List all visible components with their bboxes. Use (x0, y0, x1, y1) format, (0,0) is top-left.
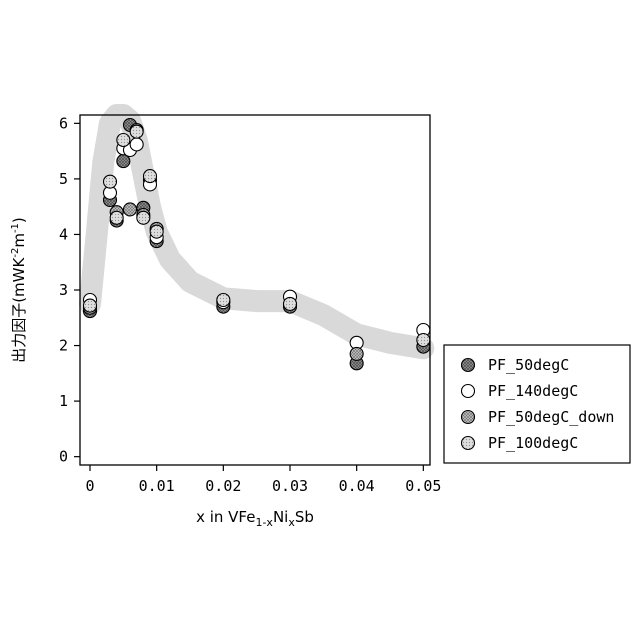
legend-label: PF_50degC_down (488, 408, 614, 426)
y-axis: 0 1 2 3 4 5 6 (59, 114, 80, 465)
data-point (110, 211, 123, 224)
data-point (124, 203, 137, 216)
data-point (350, 347, 363, 360)
data-point (217, 294, 230, 307)
y-tick-label: 0 (59, 448, 68, 466)
data-point (284, 297, 297, 310)
y-tick-label: 5 (59, 170, 68, 188)
x-tick-label: 0.05 (405, 477, 441, 495)
data-point (84, 299, 97, 312)
y-tick-label: 2 (59, 337, 68, 355)
x-tick-label: 0.01 (139, 477, 175, 495)
y-tick-label: 1 (59, 392, 68, 410)
legend-marker (462, 411, 475, 424)
y-tick-label: 3 (59, 281, 68, 299)
legend-label: PF_140degC (488, 382, 578, 400)
legend: PF_50degC PF_140degC PF_50degC_down PF_100d… (444, 345, 630, 463)
data-point (117, 134, 130, 147)
x-axis-title: x in VFe1-xNixSb (196, 508, 314, 529)
x-tick-label: 0.02 (205, 477, 241, 495)
legend-marker (462, 437, 475, 450)
y-axis-title: 出力因子(mWK-2m-1) (10, 217, 28, 363)
y-tick-label: 4 (59, 225, 68, 243)
data-point (104, 175, 117, 188)
data-point (137, 211, 150, 224)
data-point (130, 138, 143, 151)
data-point (150, 225, 163, 238)
y-tick-label: 6 (59, 114, 68, 132)
legend-marker (462, 359, 475, 372)
legend-marker (462, 385, 475, 398)
x-axis: 0 0.01 0.02 0.03 0.04 0.05 (85, 465, 441, 495)
data-point (417, 334, 430, 347)
x-tick-label: 0.04 (339, 477, 375, 495)
data-point (144, 170, 157, 183)
x-tick-label: 0.03 (272, 477, 308, 495)
legend-label: PF_50degC (488, 356, 569, 374)
legend-label: PF_100degC (488, 434, 578, 452)
data-point (130, 125, 143, 138)
x-tick-label: 0 (85, 477, 94, 495)
